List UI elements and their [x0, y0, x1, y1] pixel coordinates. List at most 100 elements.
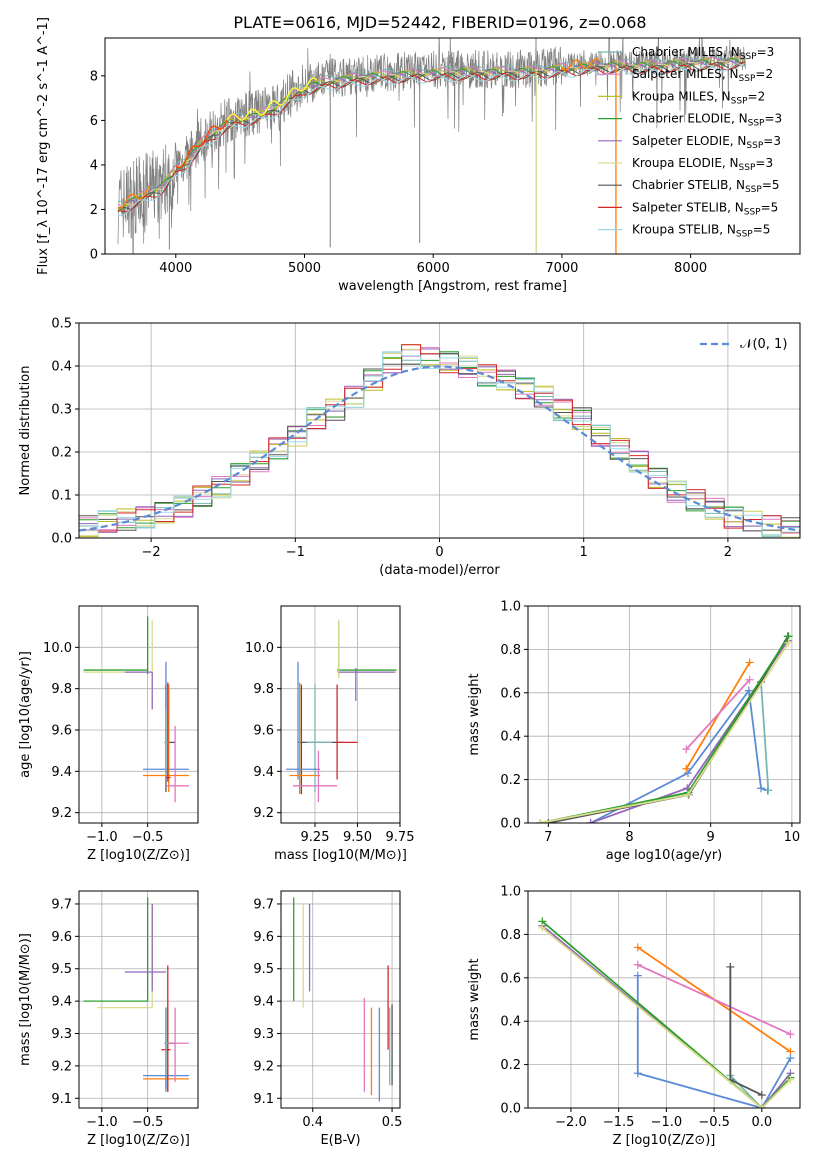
y-axis-label: mass weight	[467, 958, 482, 1040]
axes-frame	[78, 605, 199, 824]
series-marker	[757, 1104, 766, 1108]
x-tick-label: 8000	[674, 261, 707, 276]
series-marker	[786, 1054, 795, 1063]
y-tick-label: 9.2	[253, 806, 274, 821]
legend-suffix: =2	[755, 67, 773, 81]
y-tick-label: 9.5	[51, 962, 72, 977]
x-tick-label: 7	[544, 830, 552, 845]
gaussian-curve	[79, 365, 800, 532]
x-tick-label: 6000	[417, 261, 450, 276]
y-tick-label: 0.6	[500, 971, 521, 986]
series-marker	[726, 962, 735, 971]
spectrum-chart: 4000 5000 6000 7000 8000 0 2 4 6 8 wavelength [Ang…	[36, 17, 801, 294]
y-tick-label: 9.5	[253, 962, 274, 977]
y-tick-label: 0.8	[500, 928, 521, 943]
y-tick-label: 0.1	[51, 489, 72, 504]
series-marker	[683, 790, 692, 799]
legend-suffix: =3	[755, 156, 773, 170]
model-highlight	[561, 58, 601, 71]
legend-suffix: =5	[761, 200, 779, 214]
axes-frame	[527, 890, 801, 1109]
y-tick-label: 9.6	[51, 930, 72, 945]
series-marker	[757, 1090, 766, 1099]
series-marker	[633, 1069, 642, 1078]
y-tick-label: 9.6	[253, 724, 274, 739]
y-tick-label: 0.0	[500, 817, 521, 832]
charts-root: 4000 5000 6000 7000 8000 0 2 4 6 8 wavelength [Ang…	[18, 17, 801, 1148]
legend-suffix: =3	[763, 134, 781, 148]
spectrum-plot-area	[117, 38, 747, 254]
y-axis-label: age [log10(age/yr)]	[18, 651, 33, 778]
legend-subscript: SSP	[739, 74, 756, 84]
mass_weight_vs_Z-chart: −2.0 −1.5 −1.0 −0.5 0.0 0.0 0.2 0.4 0.6 0.8 1.0 Z […	[467, 885, 801, 1148]
legend-subscript: SSP	[736, 230, 753, 240]
x-tick-label: −0.5	[132, 830, 164, 845]
y-tick-label: 10.0	[245, 641, 274, 656]
y-tick-label: 9.8	[51, 682, 72, 697]
y-axis-label: mass [log10(M/M⊙)]	[18, 933, 33, 1066]
series-line	[541, 920, 792, 1108]
y-tick-label: 0.4	[500, 1015, 521, 1030]
x-axis-label: Z [log10(Z/Z⊙)]	[613, 1133, 716, 1148]
model-spectrum	[117, 59, 746, 212]
y-tick-label: 9.4	[51, 995, 72, 1010]
x-tick-label: −1.0	[651, 1115, 683, 1130]
series-marker	[745, 658, 754, 667]
x-tick-label: 9.25	[301, 830, 330, 845]
x-tick-label: 0	[435, 545, 443, 560]
x-tick-label: 1	[580, 545, 588, 560]
x-tick-label: 9.75	[386, 830, 415, 845]
series-marker	[757, 784, 766, 793]
x-axis-label: mass [log10(M/M⊙)]	[274, 848, 407, 863]
x-axis-label: age log10(age/yr)	[606, 848, 723, 863]
series-marker	[744, 686, 753, 695]
y-tick-label: 9.3	[51, 1027, 72, 1042]
x-axis-label: Z [log10(Z/Z⊙)]	[87, 1133, 190, 1148]
age_vs_Z-chart: −1.0 −0.5 9.2 9.4 9.6 9.8 10.0 Z [log10(Z/Z⊙)] a…	[18, 605, 199, 863]
x-tick-label: −0.5	[698, 1115, 730, 1130]
mass_vs_Z-plot-area	[79, 891, 198, 1108]
series-marker	[683, 769, 692, 778]
legend-subscript: SSP	[744, 207, 761, 217]
age_vs_mass-plot-area	[281, 606, 400, 823]
series-line	[541, 927, 792, 1108]
series-marker	[633, 943, 642, 952]
legend-subscript: SSP	[731, 96, 748, 106]
x-tick-label: 0.0	[751, 1115, 772, 1130]
y-tick-label: 9.2	[253, 1059, 274, 1074]
y-tick-label: 0.2	[51, 446, 72, 461]
x-tick-label: 8	[625, 830, 633, 845]
x-tick-label: 9	[707, 830, 715, 845]
series-marker	[633, 960, 642, 969]
legend-suffix: =3	[757, 45, 775, 59]
legend-entry: Chabrier MILES, NSSP=3	[632, 45, 774, 62]
axes-frame	[104, 37, 801, 255]
legend-entry: Chabrier STELIB, NSSP=5	[632, 178, 780, 195]
y-tick-label: 6	[90, 114, 98, 129]
y-axis-label: Flux [f_λ 10^-17 erg cm^-2 s^-1 A^-1]	[36, 17, 51, 275]
age_vs_mass-chart: 9.25 9.50 9.75 9.2 9.4 9.6 9.8 10.0 mass [log10(…	[245, 605, 415, 863]
legend-suffix: =2	[748, 89, 766, 103]
y-tick-label: 9.8	[253, 682, 274, 697]
series-marker	[784, 638, 793, 647]
mass_vs_EBV-plot-area	[281, 891, 400, 1108]
y-tick-label: 9.1	[51, 1092, 72, 1107]
series-line	[539, 635, 790, 823]
series-line	[729, 966, 763, 1096]
legend-entry: Kroupa STELIB, NSSP=5	[632, 223, 770, 240]
legend-subscript: SSP	[739, 163, 756, 173]
legend-entry: Salpeter ELODIE, NSSP=3	[632, 134, 781, 151]
mass_weight_vs_Z-plot-area	[528, 891, 800, 1108]
x-tick-label: 10	[784, 830, 801, 845]
y-tick-label: 9.7	[253, 897, 274, 912]
x-tick-label: 9.50	[343, 830, 372, 845]
x-tick-label: 0.5	[382, 1115, 403, 1130]
series-marker	[586, 819, 595, 823]
y-tick-label: 9.4	[253, 995, 274, 1010]
y-tick-label: 9.4	[253, 765, 274, 780]
y-tick-label: 9.6	[51, 724, 72, 739]
figure-title: PLATE=0616, MJD=52442, FIBERID=0196, z=0…	[233, 13, 646, 32]
x-axis-label: Z [log10(Z/Z⊙)]	[87, 848, 190, 863]
legend-entry: Salpeter STELIB, NSSP=5	[632, 200, 778, 217]
y-tick-label: 1.0	[500, 885, 521, 900]
